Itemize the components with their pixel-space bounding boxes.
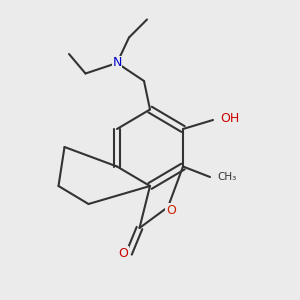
Text: O: O xyxy=(166,203,176,217)
Text: CH₃: CH₃ xyxy=(218,172,237,182)
Text: O: O xyxy=(118,247,128,260)
Text: OH: OH xyxy=(220,112,240,125)
Text: N: N xyxy=(112,56,122,70)
